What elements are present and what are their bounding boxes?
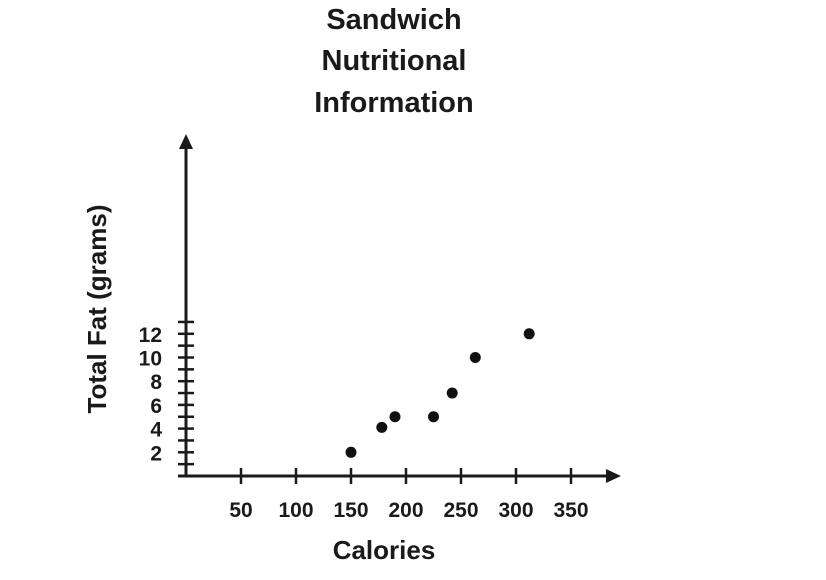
y-axis-title: Total Fat (grams) <box>82 205 112 414</box>
x-axis-title: Calories <box>333 535 436 565</box>
x-tick-label: 50 <box>229 499 252 522</box>
y-tick-label: 8 <box>150 371 162 394</box>
data-point <box>389 411 401 423</box>
title-line-2: Nutritional <box>322 45 467 77</box>
y-tick-label: 2 <box>150 442 162 465</box>
axes <box>178 134 621 483</box>
title-line-1: Sandwich <box>326 4 461 36</box>
data-point <box>376 421 388 433</box>
x-tick-label: 300 <box>498 499 533 522</box>
data-point <box>523 328 535 340</box>
chart-title: Sandwich Nutritional Information <box>314 4 474 119</box>
x-tick-label: 350 <box>553 499 588 522</box>
y-tick-label: 4 <box>150 419 162 442</box>
x-tick-label: 100 <box>278 499 313 522</box>
data-point <box>345 446 357 458</box>
x-tick-label: 150 <box>333 499 368 522</box>
y-tick-label: 12 <box>139 324 162 347</box>
y-tick-label: 6 <box>150 395 162 418</box>
data-points <box>345 328 535 458</box>
data-point <box>428 411 439 423</box>
y-axis-arrowhead <box>179 134 193 149</box>
x-ticks: 50 100 150 200 250 300 350 <box>229 468 589 522</box>
data-point <box>469 352 481 363</box>
title-line-3: Information <box>314 87 474 119</box>
y-tick-label: 10 <box>139 348 162 371</box>
x-axis-arrowhead <box>606 469 621 483</box>
x-tick-label: 250 <box>443 499 478 522</box>
data-point <box>446 387 458 399</box>
x-tick-label: 200 <box>388 499 423 522</box>
